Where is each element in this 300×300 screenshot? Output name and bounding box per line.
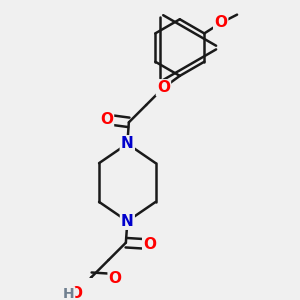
Text: H: H [63, 287, 74, 300]
Text: O: O [100, 112, 113, 127]
Text: O: O [157, 80, 170, 95]
Text: O: O [109, 271, 122, 286]
Text: O: O [69, 286, 82, 300]
Text: O: O [214, 16, 227, 31]
Text: N: N [121, 136, 134, 151]
Text: N: N [121, 136, 134, 151]
Text: O: O [143, 237, 156, 252]
Text: N: N [121, 214, 134, 229]
